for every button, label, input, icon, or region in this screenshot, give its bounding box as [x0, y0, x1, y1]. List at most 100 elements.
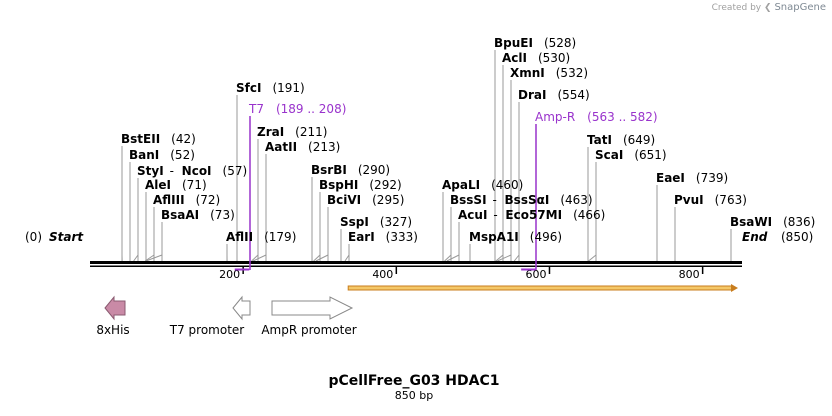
site-name-bcivi[interactable]: BciVI	[327, 193, 361, 207]
site-position: (295)	[372, 193, 404, 207]
site-name-apali[interactable]: ApaLI	[442, 178, 480, 192]
site-name-pvui[interactable]: PvuI	[674, 193, 704, 207]
site-position: (649)	[623, 133, 655, 147]
site-position: (836)	[783, 215, 815, 229]
site-name-tati[interactable]: TatI	[587, 133, 612, 147]
site-name-eaei[interactable]: EaeI	[656, 171, 685, 185]
site-position: (292)	[369, 178, 401, 192]
site-name-scai[interactable]: ScaI	[595, 148, 623, 162]
site-name-afliii[interactable]: AflIII	[153, 193, 185, 207]
site-line-join	[514, 255, 519, 261]
site-position: (333)	[386, 230, 418, 244]
site-name-xmni[interactable]: XmnI	[510, 66, 545, 80]
site-position: (213)	[308, 140, 340, 154]
site-name-bsrbi[interactable]: BsrBI	[311, 163, 347, 177]
site-position: (763)	[715, 193, 747, 207]
snapgene-credit: Created by ❮ SnapGene	[712, 2, 826, 13]
site-position: (463)	[560, 193, 592, 207]
site-alt-name-ncoi[interactable]: NcoI	[182, 164, 212, 178]
site-position: (496)	[530, 230, 562, 244]
ruler-label-400: 400	[372, 268, 393, 281]
site-name-sspi[interactable]: SspI	[340, 215, 369, 229]
site-name-acui[interactable]: AcuI	[458, 208, 487, 222]
site-position: (52)	[170, 148, 195, 162]
site-position: (290)	[358, 163, 390, 177]
site-name-eari[interactable]: EarI	[348, 230, 375, 244]
site-line-join	[134, 255, 138, 261]
start-position-label: (0)	[25, 230, 42, 244]
primer-name-t7[interactable]: T7	[248, 102, 264, 116]
site-name-styi[interactable]: StyI	[137, 164, 164, 178]
primer-bar-amp-r[interactable]	[521, 269, 536, 271]
site-name-bpuei[interactable]: BpuEI	[494, 36, 533, 50]
feature-label-ampr-promoter: AmpR promoter	[261, 323, 356, 337]
site-name-bsssi[interactable]: BssSI	[450, 193, 487, 207]
feature-arrow-8xhis[interactable]	[105, 297, 125, 319]
primer-name-amp-r[interactable]: Amp-R	[535, 110, 575, 124]
site-name-zrai[interactable]: ZraI	[257, 125, 284, 139]
dna-backbone	[90, 261, 742, 267]
site-name-mspa1i[interactable]: MspA1I	[469, 230, 519, 244]
site-position: (73)	[210, 208, 235, 222]
site-name-bsawi[interactable]: BsaWI	[730, 215, 772, 229]
site-position: (211)	[295, 125, 327, 139]
feature-arrow-t7-promoter[interactable]	[233, 297, 250, 319]
site-dash: -	[493, 208, 497, 222]
primer-range: (189 .. 208)	[276, 102, 346, 116]
site-name-aflii[interactable]: AflII	[226, 230, 253, 244]
start-label: Start	[49, 230, 84, 244]
site-line-join	[589, 255, 596, 261]
feature-label-8xhis: 8xHis	[96, 323, 129, 337]
site-position: (651)	[634, 148, 666, 162]
feature-arrow-ampr-promoter[interactable]	[272, 297, 352, 319]
site-position: (71)	[182, 178, 207, 192]
site-position: (532)	[556, 66, 588, 80]
site-position: (42)	[171, 132, 196, 146]
orf-track	[348, 284, 738, 292]
credit-prefix: Created by	[712, 3, 762, 13]
site-line-join	[447, 255, 459, 261]
site-name-acli[interactable]: AclI	[502, 51, 527, 65]
site-position: (739)	[696, 171, 728, 185]
ruler-label-800: 800	[679, 268, 700, 281]
site-position: (554)	[557, 88, 589, 102]
site-position: (191)	[272, 81, 304, 95]
site-name-bani[interactable]: BanI	[129, 148, 159, 162]
site-dash: -	[493, 193, 497, 207]
credit-brand: SnapGene	[774, 2, 826, 13]
site-position: (179)	[264, 230, 296, 244]
orf-arrowhead	[731, 284, 738, 292]
backbone-bottom-strand	[90, 266, 742, 268]
primer-bar-t7[interactable]	[235, 269, 250, 271]
site-name-sfci[interactable]: SfcI	[236, 81, 261, 95]
site-alt-name-bsssαi[interactable]: BssSαI	[505, 193, 550, 207]
site-line-join	[316, 255, 328, 261]
backbone-top-strand	[90, 261, 742, 264]
site-name-alei[interactable]: AleI	[145, 178, 171, 192]
site-labels: BstEII(42)BanI(52)StyI-NcoI(57)AleI(71)A…	[121, 36, 815, 244]
map-title: pCellFree_G03 HDAC1	[329, 373, 500, 389]
site-position: (460)	[491, 178, 523, 192]
site-position: (530)	[538, 51, 570, 65]
site-name-bsteii[interactable]: BstEII	[121, 132, 160, 146]
end-label: End	[742, 230, 768, 244]
site-position: (327)	[380, 215, 412, 229]
site-position: (466)	[573, 208, 605, 222]
site-line-join	[345, 255, 349, 261]
orf-bar[interactable]	[348, 286, 732, 290]
end-position-label: (850)	[781, 230, 813, 244]
site-name-aatii[interactable]: AatII	[265, 140, 297, 154]
site-position: (528)	[544, 36, 576, 50]
site-name-drai[interactable]: DraI	[518, 88, 546, 102]
site-alt-name-eco57mi[interactable]: Eco57MI	[505, 208, 562, 222]
primer-range: (563 .. 582)	[587, 110, 657, 124]
site-position: (57)	[223, 164, 248, 178]
snapgene-logo-icon: ❮	[764, 3, 772, 13]
site-position: (72)	[196, 193, 221, 207]
site-name-bsphi[interactable]: BspHI	[319, 178, 358, 192]
site-name-bsaai[interactable]: BsaAI	[161, 208, 199, 222]
